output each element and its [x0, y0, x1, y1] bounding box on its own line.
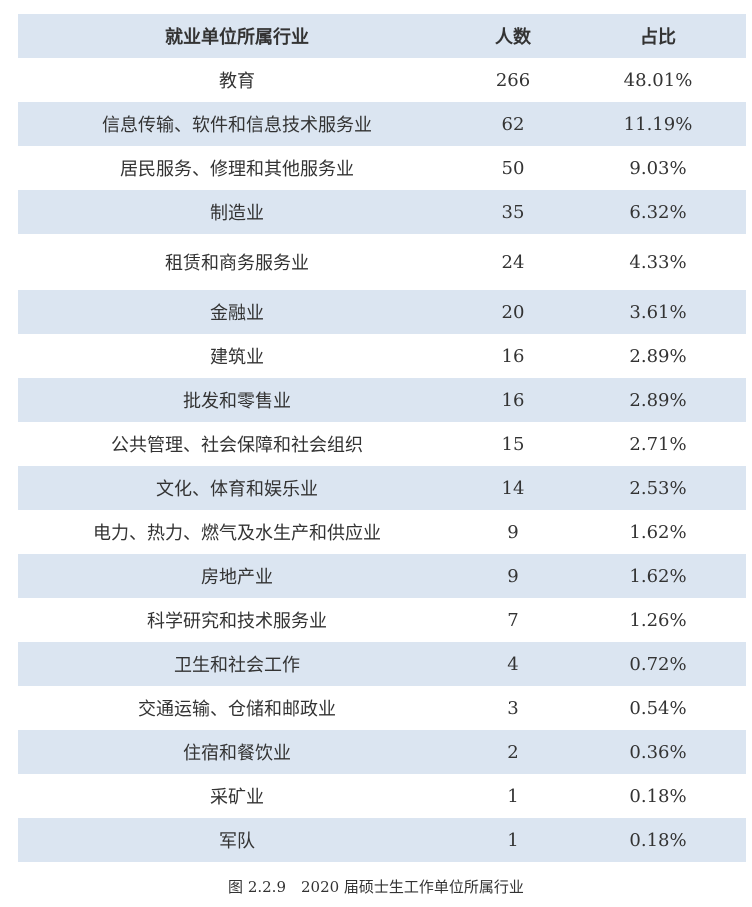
- table-cell: 1.62%: [629, 521, 687, 543]
- table-row: 租赁和商务服务业 24 4.33%: [18, 234, 746, 290]
- table-cell: 4: [507, 653, 519, 675]
- table-cell: 1.62%: [629, 565, 687, 587]
- table-row: 居民服务、修理和其他服务业 50 9.03%: [18, 146, 746, 190]
- table-cell: 信息传输、软件和信息技术服务业: [102, 115, 372, 136]
- table-cell: 2.71%: [629, 433, 687, 455]
- table-row: 文化、体育和娱乐业 14 2.53%: [18, 466, 746, 510]
- table-cell: 1.26%: [629, 609, 687, 631]
- table: 就业单位所属行业 人数 占比教育 266 48.01% 信息传输、软件和信息技术服务业 62…: [18, 14, 746, 862]
- table-cell: 9: [507, 521, 519, 543]
- table-cell: 9: [507, 565, 519, 587]
- table-row: 卫生和社会工作 4 0.72%: [18, 642, 746, 686]
- table-cell: 房地产业: [201, 567, 273, 588]
- table-cell: 批发和零售业: [183, 391, 291, 412]
- table-cell: 15: [501, 433, 525, 455]
- table-row: 批发和零售业 16 2.89%: [18, 378, 746, 422]
- table-cell: 24: [501, 251, 525, 273]
- table-cell: 电力、热力、燃气及水生产和供应业: [93, 523, 381, 544]
- table-cell: 0.54%: [629, 697, 687, 719]
- table-cell: 卫生和社会工作: [174, 655, 300, 676]
- table-cell: 军队: [219, 831, 255, 852]
- table-cell: 2.89%: [629, 345, 687, 367]
- table-row: 交通运输、仓储和邮政业 3 0.54%: [18, 686, 746, 730]
- table-cell: 14: [501, 477, 525, 499]
- table-cell: 文化、体育和娱乐业: [156, 479, 318, 500]
- table-cell: 35: [501, 201, 525, 223]
- header-cell: 占比: [640, 27, 676, 48]
- table-cell: 16: [501, 345, 525, 367]
- table-row: 采矿业 1 0.18%: [18, 774, 746, 818]
- table-cell: 采矿业: [210, 787, 264, 808]
- table-row: 住宿和餐饮业 2 0.36%: [18, 730, 746, 774]
- table-cell: 0.36%: [629, 741, 687, 763]
- table-cell: 交通运输、仓储和邮政业: [138, 699, 336, 720]
- table-cell: 建筑业: [210, 347, 264, 368]
- table-cell: 48.01%: [623, 69, 693, 91]
- table-cell: 266: [495, 69, 531, 91]
- table-cell: 0.18%: [629, 829, 687, 851]
- table-row: 金融业 20 3.61%: [18, 290, 746, 334]
- table-cell: 公共管理、社会保障和社会组织: [111, 435, 363, 456]
- table-cell: 金融业: [210, 303, 264, 324]
- table-cell: 租赁和商务服务业: [165, 253, 309, 274]
- table-cell: 11.19%: [623, 113, 693, 135]
- table-cell: 住宿和餐饮业: [183, 743, 291, 764]
- table-cell: 1: [507, 785, 519, 807]
- header-cell: 人数: [495, 27, 531, 48]
- table-cell: 7: [507, 609, 519, 631]
- table-cell: 3: [507, 697, 519, 719]
- table-row: 建筑业 16 2.89%: [18, 334, 746, 378]
- table-cell: 2.89%: [629, 389, 687, 411]
- table-cell: 50: [501, 157, 525, 179]
- table-row: 军队 1 0.18%: [18, 818, 746, 862]
- table-cell: 3.61%: [629, 301, 687, 323]
- table-row: 信息传输、软件和信息技术服务业 62 11.19%: [18, 102, 746, 146]
- table-cell: 0.72%: [629, 653, 687, 675]
- table-row: 科学研究和技术服务业 7 1.26%: [18, 598, 746, 642]
- header-cell: 就业单位所属行业: [165, 27, 309, 48]
- table-row: 公共管理、社会保障和社会组织 15 2.71%: [18, 422, 746, 466]
- table-cell: 4.33%: [629, 251, 687, 273]
- table-cell: 62: [501, 113, 525, 135]
- table-cell: 1: [507, 829, 519, 851]
- table-cell: 制造业: [210, 203, 264, 224]
- table-cell: 2.53%: [629, 477, 687, 499]
- table-row: 电力、热力、燃气及水生产和供应业 9 1.62%: [18, 510, 746, 554]
- table-cell: 9.03%: [629, 157, 687, 179]
- table-cell: 6.32%: [629, 201, 687, 223]
- table-row: 制造业 35 6.32%: [18, 190, 746, 234]
- header-row: 就业单位所属行业 人数 占比: [18, 14, 746, 58]
- table-cell: 科学研究和技术服务业: [147, 611, 327, 632]
- table-cell: 16: [501, 389, 525, 411]
- table-cell: 居民服务、修理和其他服务业: [120, 159, 354, 180]
- table-cell: 0.18%: [629, 785, 687, 807]
- table-cell: 20: [501, 301, 525, 323]
- table-cell: 教育: [219, 71, 255, 92]
- caption: 图 2.2.9 2020 届硕士生工作单位所属行业: [228, 878, 524, 896]
- table-row: 房地产业 9 1.62%: [18, 554, 746, 598]
- table-cell: 2: [507, 741, 519, 763]
- table-row: 教育 266 48.01%: [18, 58, 746, 102]
